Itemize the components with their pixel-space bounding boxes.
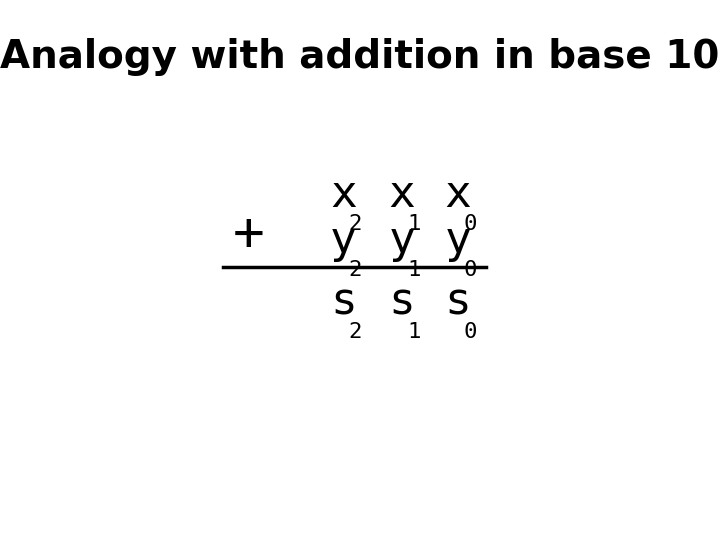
Text: 0: 0 [464, 214, 477, 234]
Text: x: x [444, 173, 471, 216]
Text: 2: 2 [349, 214, 362, 234]
Text: Analogy with addition in base 10: Analogy with addition in base 10 [0, 38, 720, 76]
Text: +: + [233, 209, 264, 261]
Text: s: s [389, 281, 415, 324]
Text: y: y [330, 219, 356, 262]
Text: y: y [389, 219, 415, 262]
Text: s: s [330, 281, 356, 324]
Text: 1: 1 [408, 260, 421, 280]
Text: 2: 2 [349, 260, 362, 280]
Text: 0: 0 [464, 322, 477, 342]
Text: s: s [444, 281, 471, 324]
Text: x: x [389, 173, 415, 216]
Text: 0: 0 [464, 260, 477, 280]
Text: y: y [444, 219, 471, 262]
Text: 2: 2 [349, 322, 362, 342]
Text: 1: 1 [408, 322, 421, 342]
Text: x: x [330, 173, 356, 216]
Text: 1: 1 [408, 214, 421, 234]
